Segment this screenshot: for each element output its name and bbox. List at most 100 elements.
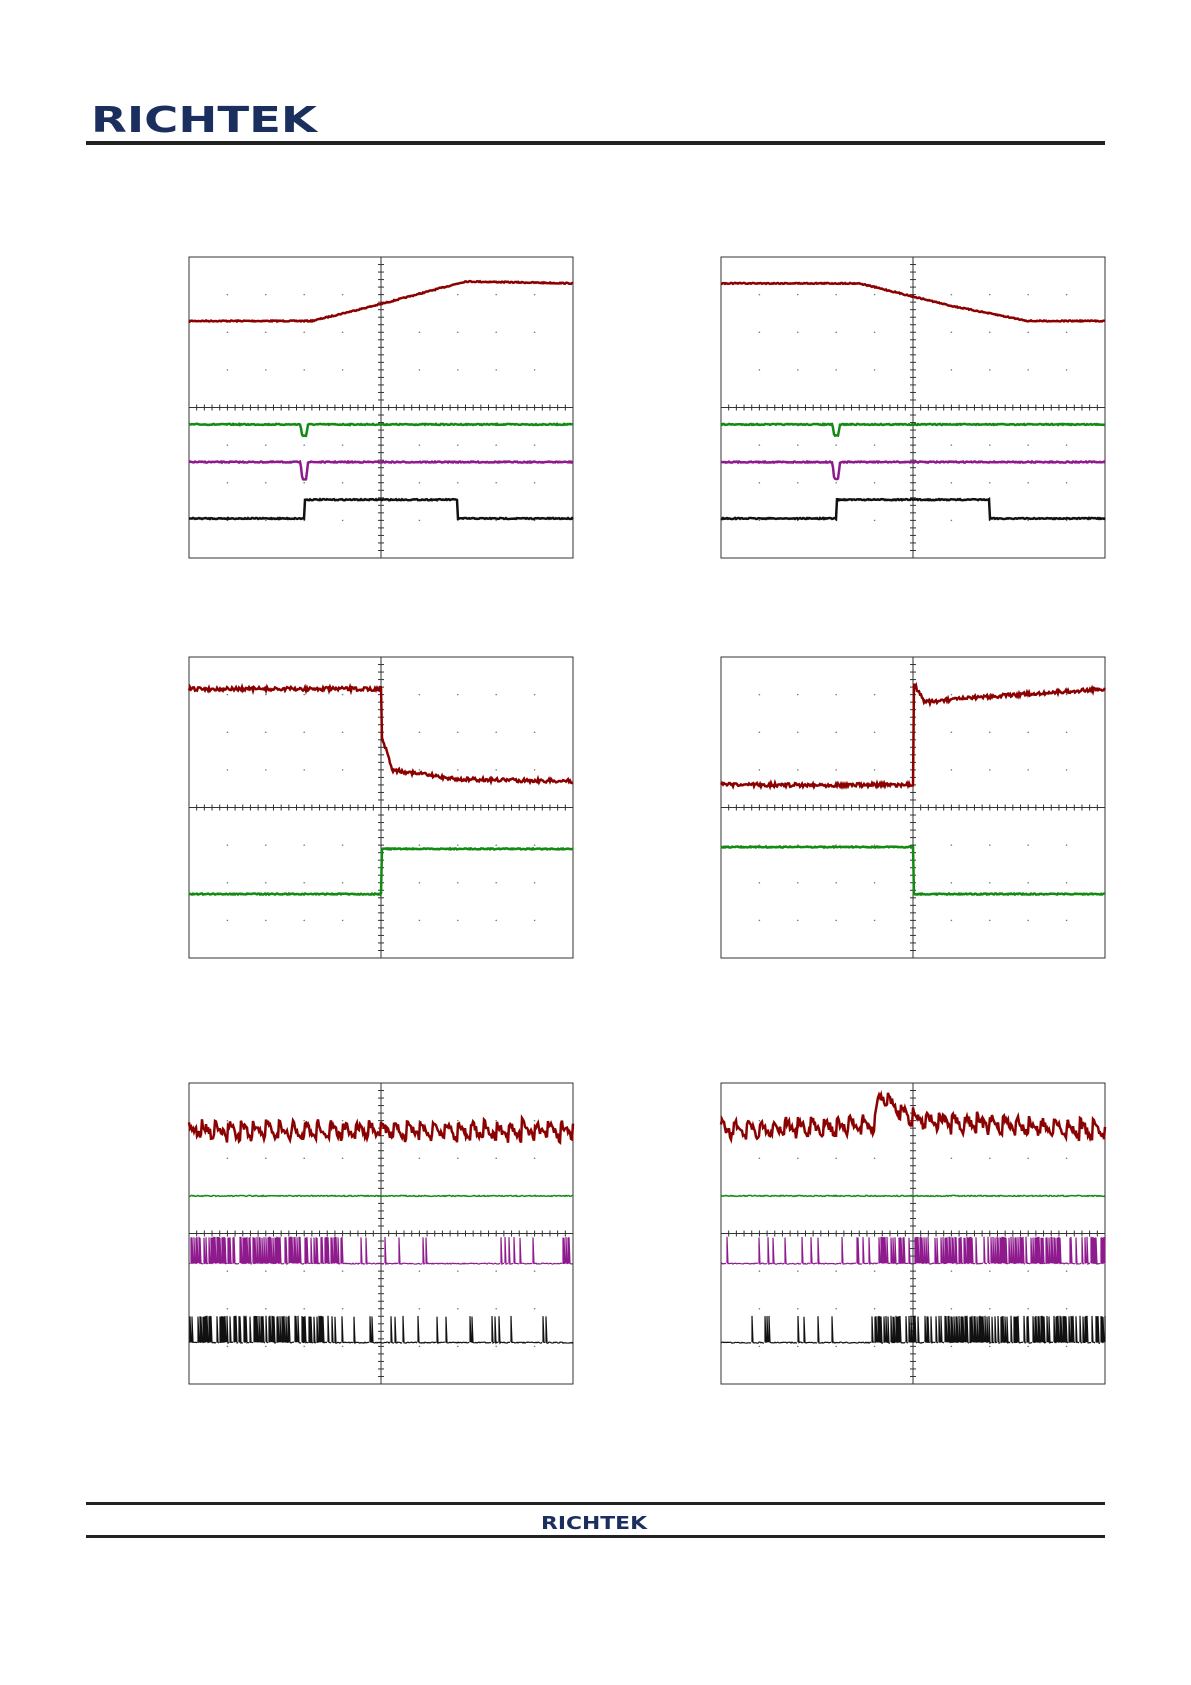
- grid-dot: [303, 293, 306, 296]
- grid-dot: [457, 481, 459, 484]
- grid-dot: [303, 1270, 306, 1272]
- scope-captures: [187, 256, 1107, 1385]
- grid-dot: [950, 1270, 953, 1272]
- waveform: [720, 1236, 1106, 1266]
- grid-dot: [457, 731, 459, 734]
- grid-dot: [873, 331, 876, 334]
- grid-dot: [303, 881, 306, 884]
- grid-dot: [1027, 919, 1029, 922]
- scope-panel: [187, 656, 574, 959]
- grid-dot: [1027, 481, 1029, 484]
- waveform: [188, 1236, 574, 1266]
- grid-dot: [1065, 293, 1068, 296]
- grid-dot: [495, 693, 498, 696]
- grid-dot: [533, 731, 536, 734]
- grid-dot: [341, 881, 344, 884]
- grid-dot: [226, 1119, 229, 1122]
- grid-dot: [1065, 1157, 1068, 1160]
- grid-dot: [495, 331, 498, 334]
- grid-dot: [950, 769, 953, 771]
- grid-dot: [303, 444, 306, 446]
- scope-panel: [188, 256, 574, 559]
- grid-dot: [758, 1307, 761, 1310]
- footer-rule-bottom: [86, 1535, 1105, 1538]
- grid-dot: [495, 1157, 498, 1160]
- footer-rule-top: [86, 1502, 1105, 1505]
- grid-dot: [226, 919, 229, 922]
- grid-dot: [533, 1270, 536, 1272]
- grid-dot: [226, 1345, 229, 1348]
- waveform: [720, 496, 1106, 522]
- grid-dot: [1027, 331, 1029, 334]
- grid-dot: [1065, 331, 1068, 334]
- grid-dot: [989, 731, 991, 734]
- grid-dot: [495, 769, 498, 771]
- grid-dot: [457, 1307, 459, 1310]
- waveform: [720, 1315, 1106, 1345]
- grid-dot: [758, 369, 761, 371]
- grid-dot: [303, 693, 306, 696]
- grid-dot: [1065, 1307, 1068, 1310]
- grid-dot: [418, 481, 421, 484]
- grid-dot: [873, 293, 876, 296]
- grid-dot: [989, 919, 991, 922]
- grid-dot: [950, 731, 953, 734]
- grid-dot: [758, 693, 761, 696]
- grid-dot: [457, 444, 459, 446]
- grid-dot: [303, 331, 306, 334]
- grid-dot: [797, 881, 799, 884]
- grid-dot: [835, 919, 837, 922]
- grid-dot: [418, 919, 421, 922]
- waveform: [720, 281, 1106, 324]
- grid-dot: [495, 1270, 498, 1272]
- grid-dot: [989, 481, 991, 484]
- grid-dot: [1027, 1307, 1029, 1310]
- grid-dot: [1027, 1157, 1029, 1160]
- footer-logo: RICHTEK: [541, 1513, 648, 1534]
- grid-dot: [418, 881, 421, 884]
- grid-dot: [950, 1307, 953, 1310]
- waveform: [720, 844, 1106, 897]
- grid-dot: [418, 769, 421, 771]
- grid-dot: [533, 293, 536, 296]
- grid-dot: [533, 919, 536, 922]
- grid-dot: [533, 444, 536, 446]
- grid-dot: [873, 1270, 876, 1272]
- grid-dot: [1065, 731, 1068, 734]
- grid-dot: [533, 693, 536, 696]
- grid-dot: [457, 844, 459, 846]
- grid-dot: [1027, 1345, 1029, 1348]
- grid-dot: [265, 369, 267, 371]
- grid-dot: [495, 1345, 498, 1348]
- grid-dot: [341, 444, 344, 446]
- grid-dot: [303, 369, 306, 371]
- grid-dot: [989, 1157, 991, 1160]
- grid-dot: [797, 693, 799, 696]
- grid-dot: [341, 293, 344, 296]
- grid-dot: [1027, 444, 1029, 446]
- grid-dot: [265, 919, 267, 922]
- grid-dot: [265, 731, 267, 734]
- grid-dot: [495, 369, 498, 371]
- grid-dot: [265, 1307, 267, 1310]
- grid-dot: [457, 1157, 459, 1160]
- grid-dot: [341, 369, 344, 371]
- waveform: [187, 1114, 575, 1146]
- grid-dot: [457, 769, 459, 771]
- grid-dot: [495, 1307, 498, 1310]
- grid-dot: [226, 731, 229, 734]
- grid-dot: [1027, 881, 1029, 884]
- grid-dot: [989, 444, 991, 446]
- grid-dot: [341, 1307, 344, 1310]
- waveform: [188, 1194, 574, 1198]
- waveform: [188, 422, 574, 438]
- waveform: [188, 497, 574, 521]
- grid-dot: [950, 369, 953, 371]
- grid-dot: [758, 1270, 761, 1272]
- grid-dot: [226, 881, 229, 884]
- grid-dot: [797, 331, 799, 334]
- grid-dot: [418, 1307, 421, 1310]
- grid-dot: [835, 881, 837, 884]
- grid-dot: [495, 293, 498, 296]
- grid-dot: [797, 731, 799, 734]
